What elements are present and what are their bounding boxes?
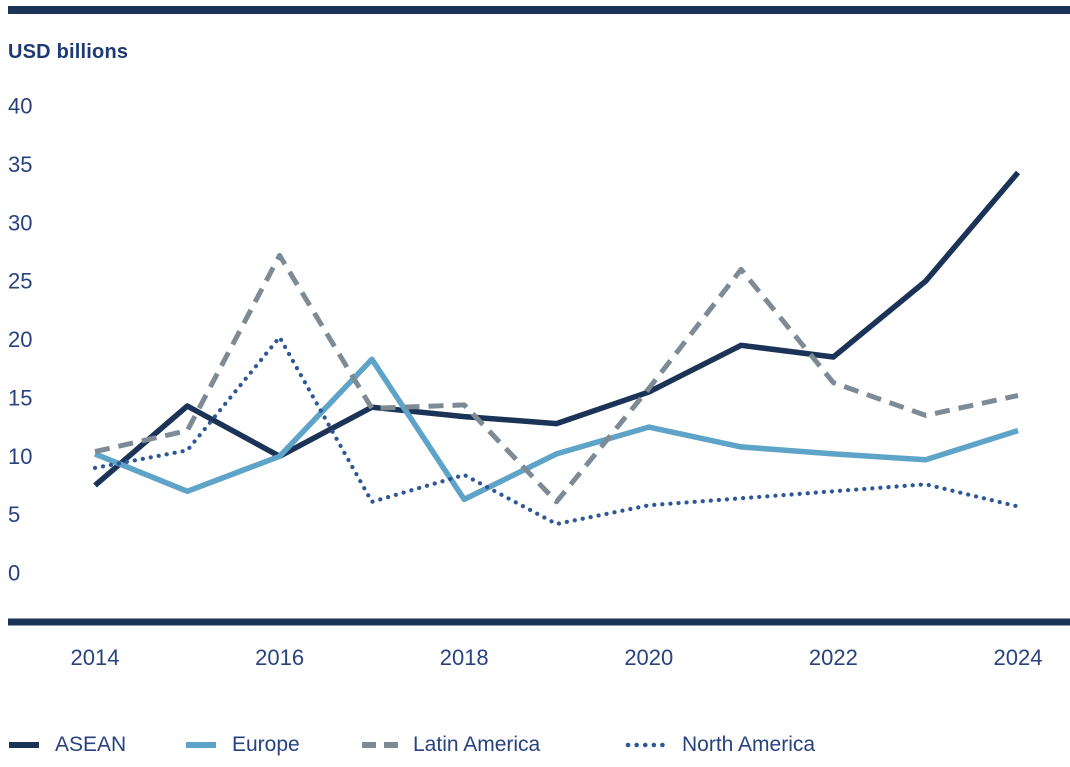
y-tick-label-15: 15 <box>8 385 32 410</box>
legend-label-asean: ASEAN <box>55 733 127 756</box>
series-line-north-america <box>92 335 1021 527</box>
legend-label-europe: Europe <box>232 733 300 756</box>
y-tick-label-5: 5 <box>8 502 20 527</box>
y-tick-label-20: 20 <box>8 327 32 352</box>
legend-item-north-america: North America <box>625 730 815 760</box>
y-tick-label-25: 25 <box>8 269 32 294</box>
legend-item-europe: Europe <box>185 730 300 760</box>
north-america-dotted-line-icon <box>625 742 667 748</box>
series-line-europe <box>93 356 1019 503</box>
latin-america-dashed-line-icon <box>362 742 398 748</box>
x-tick-label-2016: 2016 <box>255 645 304 670</box>
chart-legend: ASEAN Europe Latin America North America <box>0 730 1070 764</box>
legend-item-latin-america: Latin America <box>362 730 540 760</box>
y-axis-title: USD billions <box>8 41 129 63</box>
series-line-latin-america <box>94 252 1019 505</box>
x-tick-label-2022: 2022 <box>809 645 858 670</box>
y-tick-label-35: 35 <box>8 152 32 177</box>
y-tick-label-40: 40 <box>8 94 32 119</box>
legend-label-north-america: North America <box>682 733 816 756</box>
asean-solid-line-icon <box>9 742 39 748</box>
europe-solid-line-icon <box>186 742 216 748</box>
legend-label-latin-america: Latin America <box>413 733 541 756</box>
top-border-rule <box>8 6 1070 14</box>
y-tick-label-0: 0 <box>8 561 20 586</box>
x-tick-label-2024: 2024 <box>994 645 1043 670</box>
y-tick-label-10: 10 <box>8 444 32 469</box>
x-tick-label-2020: 2020 <box>624 645 673 670</box>
y-tick-label-30: 30 <box>8 210 32 235</box>
x-tick-label-2014: 2014 <box>71 645 120 670</box>
line-chart: 40 35 30 25 20 15 10 5 0 2014 2016 2018 2020 2022 2024 <box>8 94 1070 670</box>
x-tick-label-2018: 2018 <box>440 645 489 670</box>
legend-item-asean: ASEAN <box>8 730 126 760</box>
series-line-asean <box>93 170 1021 488</box>
